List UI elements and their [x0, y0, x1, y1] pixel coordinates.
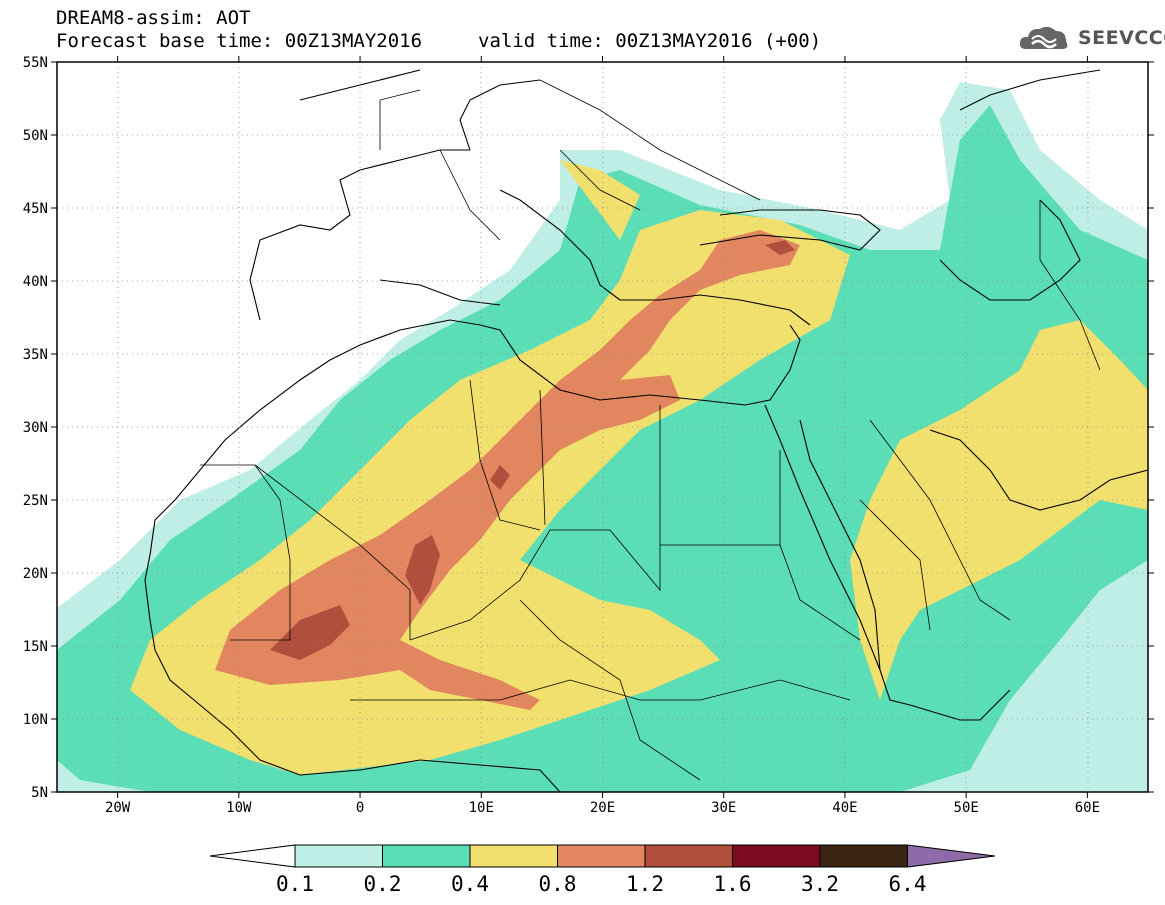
political-borders [200, 79, 1101, 781]
lat-tick-label: 15N [23, 639, 48, 655]
colorbar-label: 1.6 [713, 872, 752, 896]
colorbar-min-arrow [209, 844, 296, 868]
colorbar-swatch [732, 844, 821, 868]
lat-tick-label: 30N [23, 420, 48, 436]
lat-tick-label: 55N [23, 55, 48, 71]
lon-tick-label: 10W [226, 800, 252, 816]
lon-tick-label: 30E [711, 800, 736, 816]
lat-tick-label: 40N [23, 274, 48, 290]
colorbar-swatch [382, 844, 471, 868]
colorbar [209, 844, 996, 868]
logo-text: SEEVCCC [1078, 27, 1165, 49]
map-title: DREAM8-assim: AOT [56, 7, 251, 29]
lon-tick-label: 20E [590, 800, 615, 816]
colorbar-swatch [644, 844, 733, 868]
colorbar-label: 1.2 [626, 872, 664, 896]
lat-tick-label: 5N [31, 785, 48, 801]
grid-lines [57, 62, 1148, 792]
lon-tick-label: 50E [954, 800, 979, 816]
lon-tick-labels: 20W 10W 0 10E 20E 30E 40E 50E 60E [105, 56, 1100, 816]
lat-tick-labels: 5N 10N 15N 20N 25N 30N 35N 40N 45N 50N 55N [23, 55, 1154, 801]
aot-layer-0.8 [215, 230, 800, 710]
colorbar-label: 3.2 [801, 872, 839, 896]
lon-tick-label: 40E [832, 800, 857, 816]
lat-tick-label: 50N [23, 128, 48, 144]
lat-tick-label: 10N [23, 712, 48, 728]
colorbar-swatch [819, 844, 908, 868]
lat-tick-label: 20N [23, 566, 48, 582]
lon-tick-label: 20W [105, 800, 131, 816]
colorbar-label: 0.8 [538, 872, 577, 896]
lat-tick-label: 45N [23, 201, 48, 217]
lat-tick-label: 25N [23, 493, 48, 509]
lon-tick-label: 60E [1075, 800, 1100, 816]
colorbar-swatch [294, 844, 383, 868]
lon-tick-label: 0 [356, 800, 364, 816]
aot-layer-1.2 [270, 240, 795, 660]
cloud-logo-icon [1019, 26, 1068, 49]
colorbar-label: 0.2 [363, 872, 402, 896]
forecast-base-time: Forecast base time: 00Z13MAY2016 [56, 30, 423, 52]
lon-tick-label: 10E [469, 800, 494, 816]
colorbar-label: 6.4 [888, 872, 927, 896]
valid-time: valid time: 00Z13MAY2016 (+00) [478, 30, 822, 52]
colorbar-swatch [557, 844, 646, 868]
lat-tick-label: 35N [23, 347, 48, 363]
colorbar-label: 0.4 [451, 872, 489, 896]
colorbar-swatch [469, 844, 558, 868]
colorbar-max-arrow [907, 844, 996, 868]
colorbar-label: 0.1 [276, 872, 314, 896]
